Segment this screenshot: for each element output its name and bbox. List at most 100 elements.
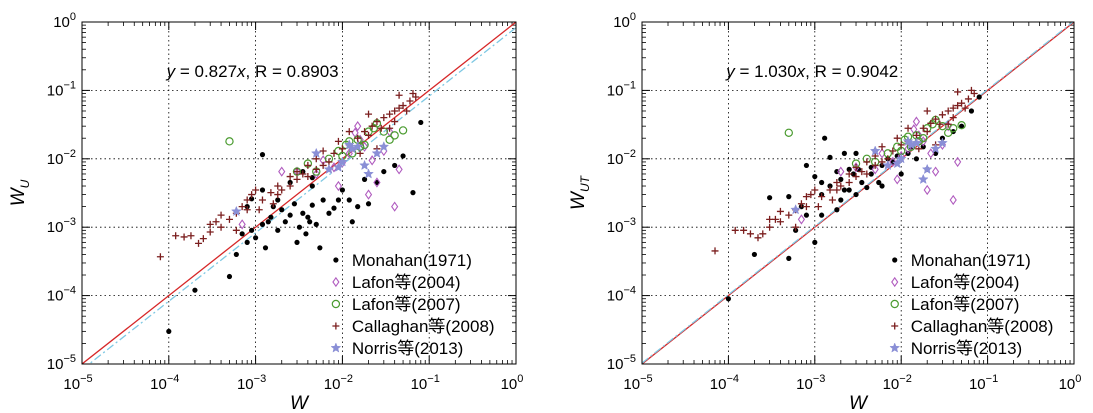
x-tick-label: 10−5 (63, 373, 92, 393)
data-point (852, 162, 860, 173)
data-point (199, 235, 207, 243)
data-point (373, 177, 381, 188)
data-point (286, 173, 294, 181)
tick-base: 10 (613, 14, 630, 31)
data-point (954, 88, 962, 96)
data-point (307, 219, 313, 225)
y-tick-label: 100 (613, 11, 636, 31)
data-point (299, 170, 307, 178)
tick-exponent: 0 (517, 373, 523, 385)
data-point (238, 203, 246, 211)
data-point (230, 205, 242, 217)
tick-exponent: −1 (63, 79, 76, 91)
data-point (291, 201, 298, 207)
data-point (294, 239, 300, 245)
data-point (386, 124, 394, 132)
data-point (776, 207, 784, 215)
data-point (333, 161, 344, 172)
data-point (300, 210, 306, 216)
data-point (731, 226, 739, 234)
tick-base: 10 (607, 151, 624, 168)
data-point (398, 126, 408, 135)
tick-base: 10 (796, 376, 813, 393)
y-axis-label: WU (8, 179, 32, 206)
data-point (259, 221, 266, 227)
data-point (827, 154, 833, 160)
data-point (818, 193, 826, 201)
data-point (360, 140, 369, 150)
data-point (822, 135, 828, 141)
annotation-x: x (236, 62, 246, 81)
data-point (309, 202, 315, 208)
data-point (954, 156, 962, 168)
tick-exponent: −1 (986, 373, 999, 385)
data-point (968, 108, 975, 114)
data-point (889, 156, 897, 168)
data-point (195, 239, 203, 247)
chart-panel-2: 10−5 10−4 10−3 10−2 10−1 10010−510−410−310−21… (568, 11, 1081, 413)
tick-exponent: −1 (427, 373, 440, 385)
y-axis-label-main: W (8, 186, 29, 206)
data-point (269, 200, 277, 208)
data-point (192, 287, 198, 293)
data-point (932, 115, 940, 123)
data-point (278, 166, 286, 177)
legend-label: Lafon等(2007) (352, 295, 461, 314)
data-point (812, 173, 818, 180)
data-point (265, 219, 271, 225)
data-point (354, 121, 362, 132)
data-point (797, 214, 806, 225)
data-point (323, 163, 335, 174)
data-point (319, 161, 327, 169)
annotation-y: y (725, 62, 736, 81)
data-point (711, 247, 719, 255)
data-point (725, 296, 732, 302)
data-point (253, 235, 259, 241)
data-point (364, 189, 373, 200)
data-point (320, 197, 326, 203)
y-tick-label: 10−2 (47, 148, 76, 168)
data-point (330, 149, 338, 157)
data-point (958, 123, 965, 129)
data-point (889, 147, 897, 155)
x-tick-label: 10−4 (710, 373, 739, 393)
tick-exponent: −2 (63, 148, 76, 160)
data-point (853, 150, 859, 156)
data-point (381, 168, 387, 175)
data-point (949, 104, 957, 112)
data-point (841, 187, 847, 193)
data-point (377, 124, 385, 132)
tick-exponent: −2 (340, 373, 353, 385)
data-point (852, 173, 860, 181)
data-point (871, 152, 879, 160)
x-axis-label-main: W (849, 393, 869, 413)
data-point (751, 251, 758, 258)
data-point (338, 145, 346, 153)
data-point (784, 128, 793, 137)
data-point (786, 194, 792, 200)
data-point (740, 226, 748, 234)
y-tick-label: 10−4 (607, 285, 636, 305)
data-point (938, 111, 946, 119)
data-point (846, 187, 852, 193)
data-point (802, 203, 810, 211)
data-point (312, 165, 320, 173)
data-point (296, 224, 303, 230)
y-tick-label: 10−3 (47, 216, 76, 236)
data-point (304, 161, 312, 169)
data-point (937, 137, 948, 148)
data-point (921, 163, 933, 174)
fit-line (642, 22, 1074, 364)
x-axis-label: W (849, 393, 869, 413)
annotation-r: , R = 0.9042 (805, 62, 898, 81)
data-point (792, 223, 800, 231)
chart-panel-1: 10−5 10−4 10−3 10−2 10−1 10010−510−410−310−21… (8, 11, 523, 413)
data-point (262, 245, 269, 251)
data-point (385, 135, 394, 144)
grid (642, 22, 1074, 364)
tick-base: 10 (607, 356, 624, 373)
tick-exponent: −5 (640, 373, 653, 385)
tick-base: 10 (710, 376, 727, 393)
data-points (711, 86, 982, 302)
data-point (827, 183, 833, 189)
